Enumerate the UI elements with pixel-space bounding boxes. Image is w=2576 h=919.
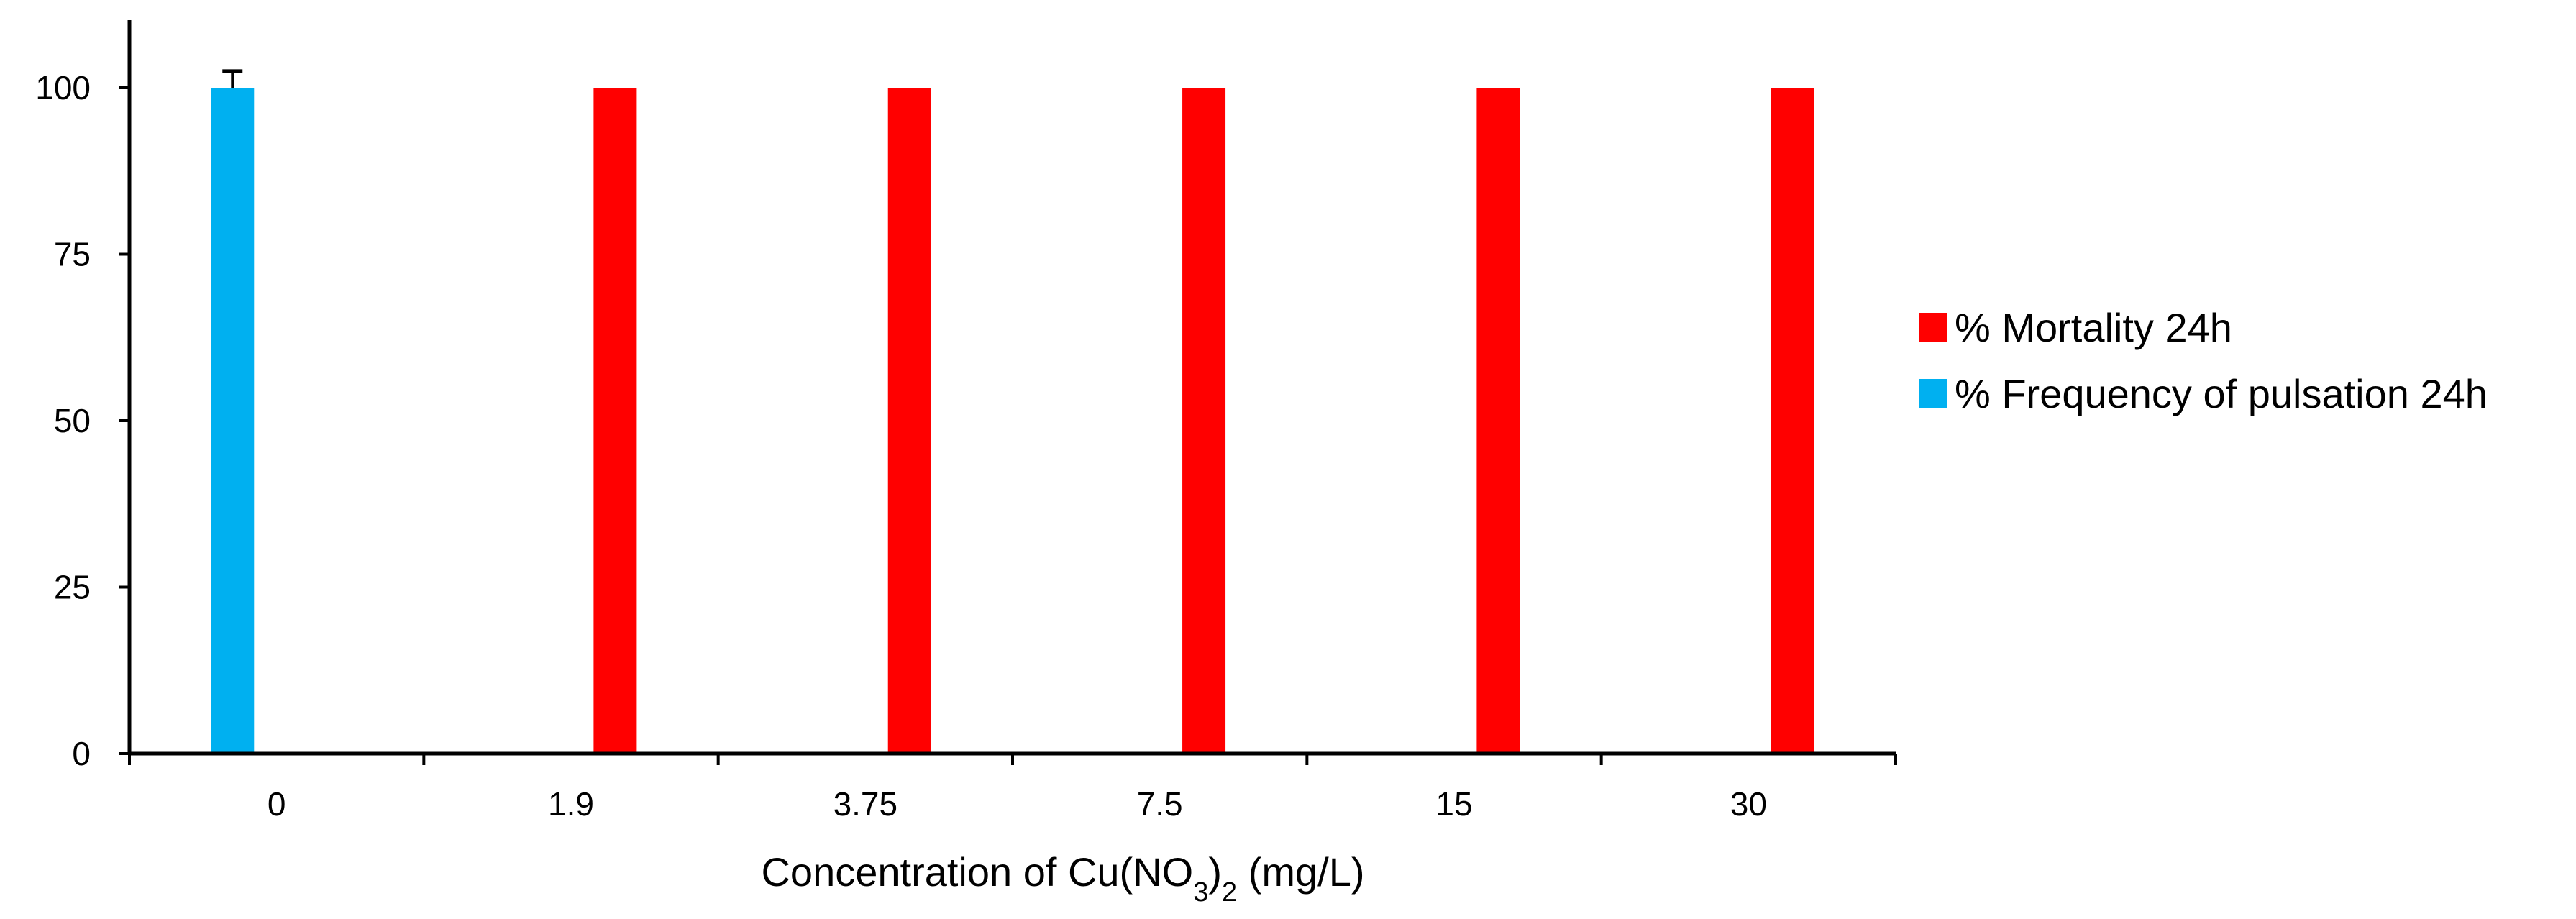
bar — [593, 88, 637, 754]
x-tick-label: 1.9 — [548, 785, 594, 823]
y-tick-label: 75 — [54, 236, 91, 273]
x-axis-ticks: 0 1.9 3.75 7.5 15 30 — [128, 754, 1897, 823]
legend-swatch — [1919, 379, 1947, 408]
x-axis-title-middle: ) — [1208, 849, 1222, 895]
x-axis-title-suffix: (mg/L) — [1237, 849, 1364, 895]
y-axis-ticks: 0 25 50 75 100 — [35, 69, 129, 772]
x-tick-label: 7.5 — [1137, 785, 1183, 823]
error-bars-group — [222, 69, 243, 88]
x-tick-label: 0 — [268, 785, 286, 823]
x-tick-label: 3.75 — [833, 785, 898, 823]
bar — [1771, 88, 1814, 754]
bars-group — [211, 88, 1814, 754]
legend-label: % Frequency of pulsation 24h — [1955, 371, 2488, 416]
legend-swatch — [1919, 313, 1947, 342]
y-tick-label: 25 — [54, 569, 91, 606]
y-tick-label: 0 — [72, 735, 91, 772]
bar — [887, 88, 931, 754]
y-tick-label: 100 — [35, 69, 91, 106]
legend: % Mortality 24h % Frequency of pulsation … — [1919, 305, 2488, 416]
x-axis-title-prefix: Concentration of Cu(NO — [761, 849, 1193, 895]
x-tick-label: 15 — [1435, 785, 1472, 823]
x-axis-title-sub1: 3 — [1193, 877, 1208, 907]
bar — [1182, 88, 1226, 754]
bar — [211, 88, 255, 754]
x-axis-title: Concentration of Cu(NO3)2 (mg/L) — [761, 849, 1364, 907]
legend-label: % Mortality 24h — [1955, 305, 2232, 350]
bar — [1476, 88, 1520, 754]
x-tick-label: 30 — [1730, 785, 1767, 823]
x-axis-title-sub2: 2 — [1222, 877, 1237, 907]
y-tick-label: 50 — [54, 402, 91, 439]
